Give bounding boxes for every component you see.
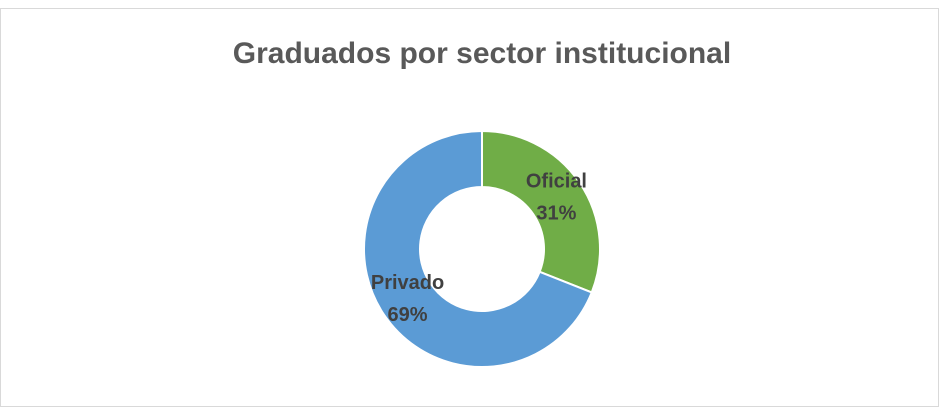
slice-value-label: 69% <box>388 304 428 326</box>
slice-label: Oficial <box>526 171 587 193</box>
slice-value-label: 31% <box>536 203 576 225</box>
chart-title: Graduados por sector institucional <box>233 37 731 70</box>
donut-slice <box>481 129 601 294</box>
donut-slice <box>363 129 594 368</box>
slice-label: Privado <box>371 272 444 294</box>
